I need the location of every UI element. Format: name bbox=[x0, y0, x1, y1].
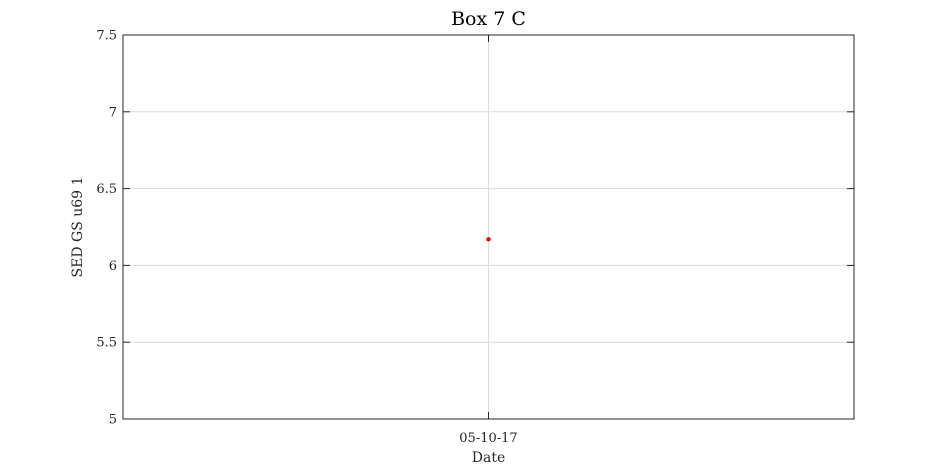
y-tick-label: 7.5 bbox=[96, 29, 117, 44]
y-tick-label: 7 bbox=[109, 105, 117, 120]
grid bbox=[123, 34, 854, 420]
chart-title: Box 7 C bbox=[451, 8, 526, 30]
data-point bbox=[486, 237, 491, 242]
y-tick-label: 6 bbox=[109, 259, 117, 274]
x-axis-label: Date bbox=[472, 450, 505, 466]
y-tick-label: 6.5 bbox=[96, 182, 117, 197]
data-points bbox=[486, 237, 491, 242]
axis-ticks bbox=[123, 34, 854, 420]
tick-labels: 5 5.5 6 6.5 7 7.5 05-10-17 bbox=[96, 29, 517, 447]
y-axis-label: SED GS u69 1 bbox=[70, 177, 86, 278]
x-tick-label: 05-10-17 bbox=[459, 431, 517, 446]
y-tick-label: 5.5 bbox=[96, 336, 117, 351]
y-tick-label: 5 bbox=[109, 413, 117, 428]
